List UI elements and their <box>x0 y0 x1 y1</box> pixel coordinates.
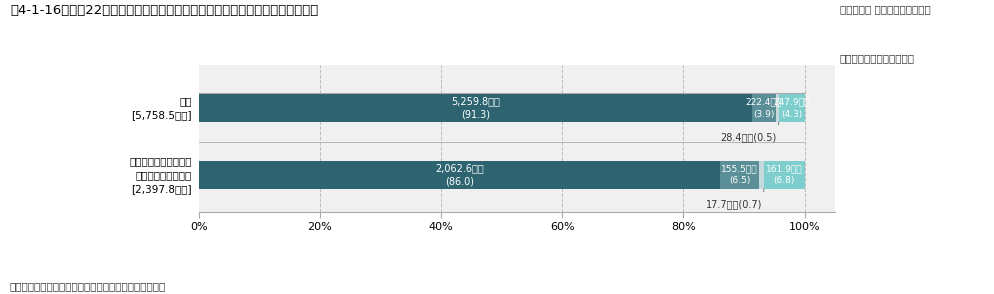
Bar <box>778 94 805 122</box>
Bar <box>775 94 778 122</box>
Bar <box>199 161 720 189</box>
Text: 155.5千戸
(6.5): 155.5千戸 (6.5) <box>722 165 758 185</box>
Bar <box>752 94 775 122</box>
Text: 17.7千戸(0.7): 17.7千戸(0.7) <box>706 199 762 209</box>
Text: 図4-1-16　平成22年度　道路に面する地域における騒音の環境基準の達成状況: 図4-1-16 平成22年度 道路に面する地域における騒音の環境基準の達成状況 <box>10 4 318 17</box>
Bar <box>759 161 763 189</box>
Text: 下段（比率（％））: 下段（比率（％）） <box>840 53 914 63</box>
Text: 5,259.8千戸
(91.3): 5,259.8千戸 (91.3) <box>451 96 500 120</box>
Bar <box>199 94 752 122</box>
Text: 247.9千戸
(4.3): 247.9千戸 (4.3) <box>773 98 810 118</box>
Text: （注）端数処理の関係で合計値が合わないことがある。: （注）端数処理の関係で合計値が合わないことがある。 <box>10 281 166 291</box>
Text: 222.4千戸
(3.9): 222.4千戸 (3.9) <box>746 98 782 118</box>
Text: 全国
[5,758.5千戸]: 全国 [5,758.5千戸] <box>131 96 192 120</box>
Text: 2,062.6千戸
(86.0): 2,062.6千戸 (86.0) <box>435 163 484 186</box>
Bar <box>720 161 759 189</box>
Text: うち、幹線交通を担う
道路に近接する空間
[2,397.8千戸]: うち、幹線交通を担う 道路に近接する空間 [2,397.8千戸] <box>129 156 192 194</box>
Bar <box>763 161 804 189</box>
Text: 単位　上段 住居等戸数（千戸）: 単位 上段 住居等戸数（千戸） <box>840 4 930 14</box>
Text: 161.9千戸
(6.8): 161.9千戸 (6.8) <box>765 165 802 185</box>
Text: 28.4千戸(0.5): 28.4千戸(0.5) <box>721 132 776 142</box>
